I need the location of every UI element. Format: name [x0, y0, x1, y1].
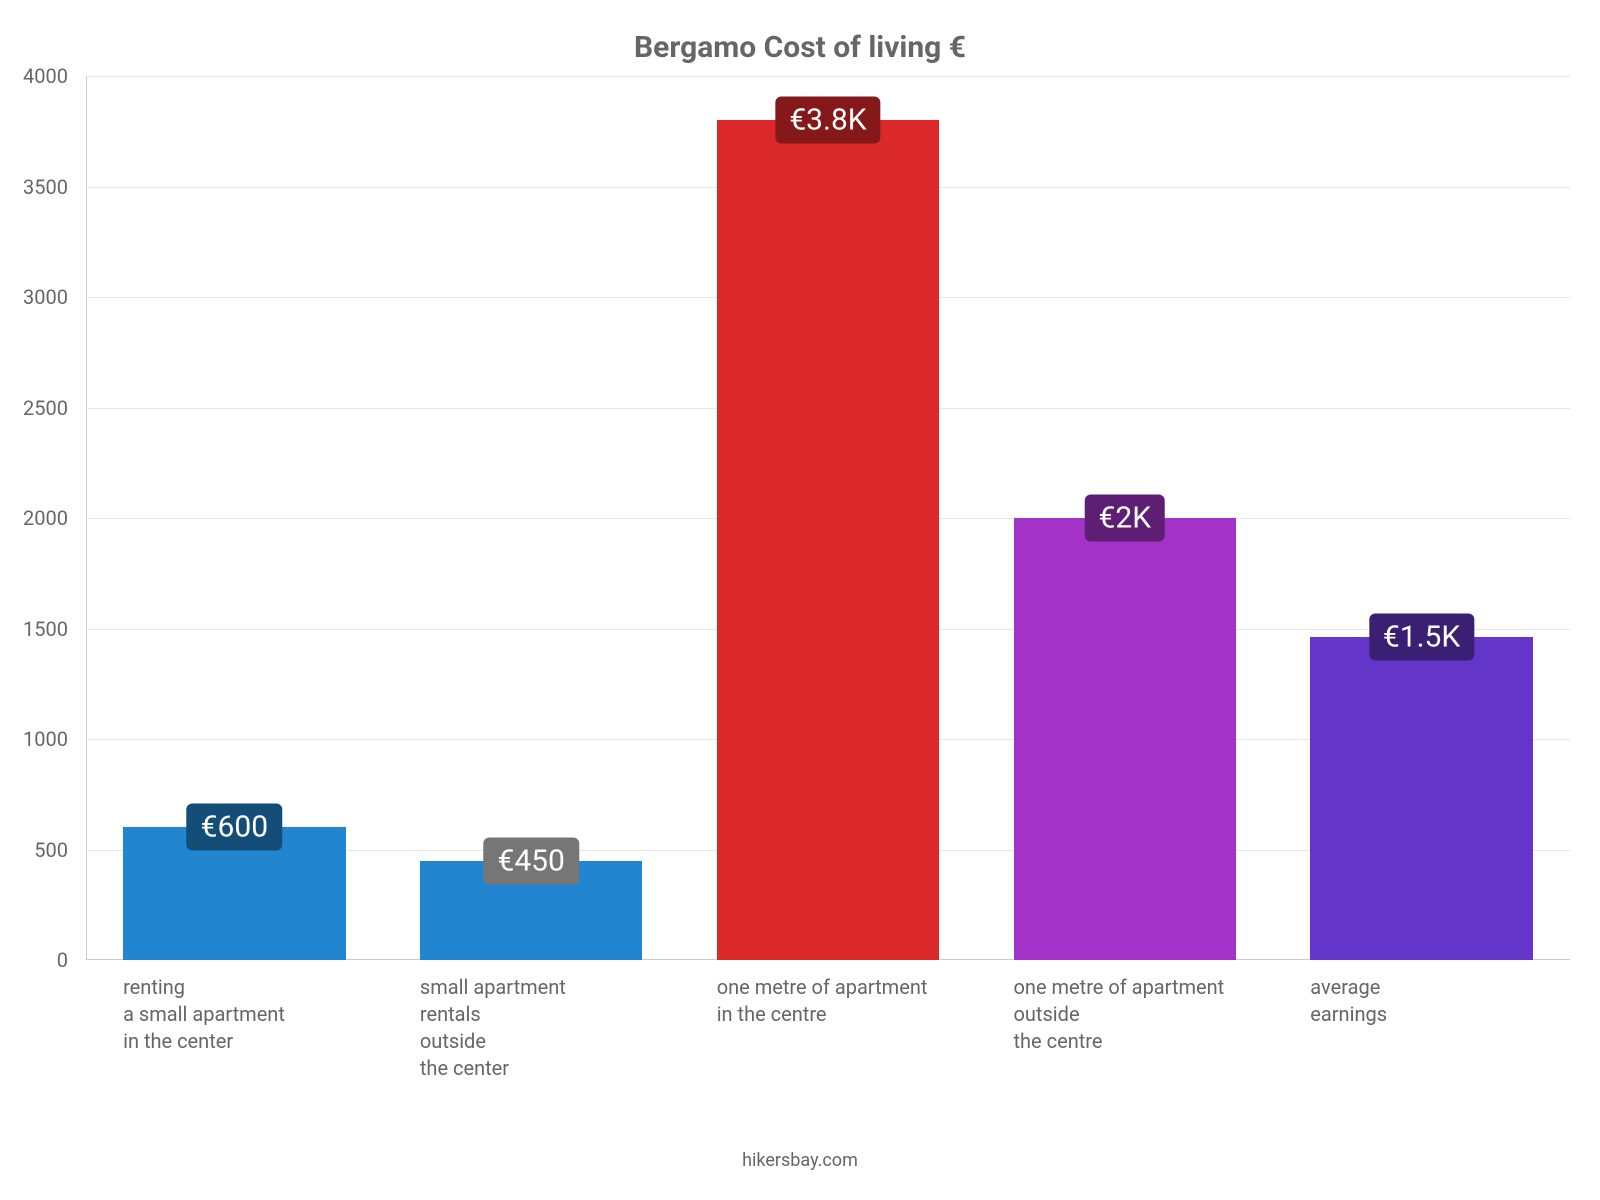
bar: €600 [123, 827, 346, 960]
bar-value-label: €450 [483, 837, 578, 884]
bar-value-label: €2K [1085, 495, 1166, 542]
y-tick-label: 500 [34, 838, 86, 862]
y-tick-label: 2000 [23, 506, 86, 530]
x-category-label: one metre of apartment in the centre [717, 960, 980, 1028]
cost-of-living-chart: Bergamo Cost of living € 050010001500200… [0, 0, 1600, 1200]
bar-value-label: €600 [187, 804, 282, 851]
bar-value-label: €1.5K [1369, 614, 1474, 661]
chart-title: Bergamo Cost of living € [0, 30, 1600, 65]
y-tick-label: 1000 [23, 727, 86, 751]
y-tick-label: 3500 [23, 175, 86, 199]
y-tick-label: 3000 [23, 285, 86, 309]
x-category-label: renting a small apartment in the center [123, 960, 386, 1055]
x-category-label: average earnings [1310, 960, 1573, 1028]
bar: €3.8K [717, 120, 940, 960]
y-tick-label: 4000 [23, 64, 86, 88]
gridline [86, 76, 1570, 77]
bar: €2K [1014, 518, 1237, 960]
plot-area: 05001000150020002500300035004000€600rent… [86, 76, 1570, 960]
credit-label: hikersbay.com [0, 1150, 1600, 1171]
x-category-label: one metre of apartment outside the centr… [1014, 960, 1277, 1055]
bar: €1.5K [1310, 637, 1533, 960]
bar-value-label: €3.8K [775, 97, 880, 144]
bar: €450 [420, 861, 643, 960]
x-category-label: small apartment rentals outside the cent… [420, 960, 683, 1082]
y-tick-label: 2500 [23, 396, 86, 420]
y-tick-label: 1500 [23, 617, 86, 641]
y-tick-label: 0 [57, 948, 86, 972]
